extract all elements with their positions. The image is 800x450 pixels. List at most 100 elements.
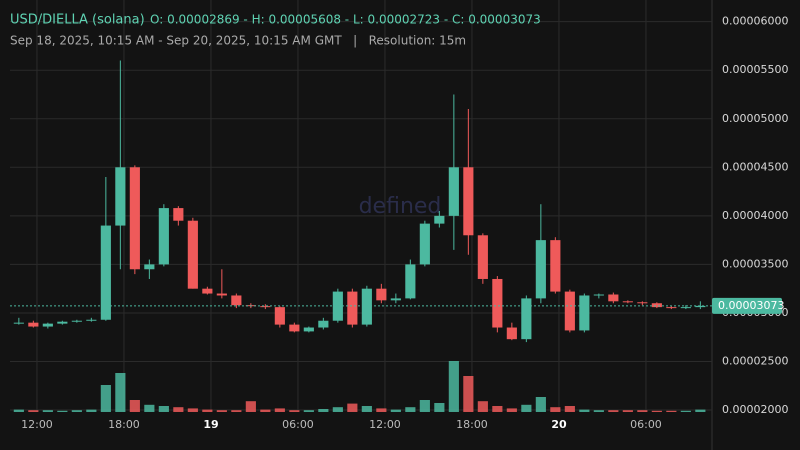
- candle-body: [622, 301, 633, 303]
- last-price-tag: [712, 297, 782, 314]
- volume-bar: [129, 400, 140, 412]
- volume-bar: [42, 410, 53, 412]
- candle-body: [463, 167, 474, 236]
- candle-body: [303, 327, 314, 332]
- volume-bar: [115, 373, 126, 412]
- candle-body: [376, 288, 387, 301]
- volume-bar: [477, 401, 488, 412]
- candle-body: [434, 215, 445, 224]
- volume-bar: [492, 406, 503, 412]
- volume-bar: [419, 400, 430, 412]
- candle-body: [260, 306, 271, 308]
- candle-body: [129, 167, 140, 270]
- volume-bar: [405, 407, 416, 412]
- candle-body: [216, 293, 227, 296]
- x-tick-label: 12:00: [21, 418, 53, 431]
- volume-bar: [593, 410, 604, 412]
- y-tick-label: 0.00002000: [722, 403, 788, 416]
- volume-bar: [202, 409, 213, 412]
- candle-body: [100, 225, 111, 320]
- candle-body: [695, 305, 706, 308]
- candle-body: [550, 240, 561, 292]
- volume-bar: [347, 403, 358, 412]
- candle-body: [86, 319, 97, 321]
- y-tick-label: 0.00004000: [722, 209, 788, 222]
- x-tick-label: 18:00: [456, 418, 488, 431]
- candle-body: [680, 307, 691, 309]
- y-tick-label: 0.00005000: [722, 112, 788, 125]
- watermark: defined: [359, 194, 442, 219]
- candle-body: [448, 167, 459, 216]
- volume-bar: [535, 397, 546, 412]
- volume-bar: [608, 410, 619, 412]
- volume-bar: [434, 403, 445, 412]
- ohlc-readout: O: 0.00002869 - H: 0.00005608 - L: 0.000…: [150, 13, 541, 27]
- volume-bar: [158, 406, 169, 412]
- volume-bar: [231, 410, 242, 412]
- volume-bar: [622, 410, 633, 412]
- candle-body: [579, 295, 590, 331]
- volume-bar: [550, 407, 561, 412]
- candle-body: [361, 288, 372, 325]
- candle-body: [115, 167, 126, 226]
- volume-bar: [361, 406, 372, 412]
- candle-body: [521, 298, 532, 340]
- volume-bar: [448, 361, 459, 412]
- y-tick-label: 0.00006000: [722, 15, 788, 28]
- candle-body: [651, 303, 662, 308]
- volume-bar: [637, 410, 648, 412]
- candle-body: [231, 295, 242, 306]
- volume-bar: [13, 409, 24, 412]
- candle-body: [28, 322, 39, 327]
- x-tick-label: 18:00: [108, 418, 140, 431]
- volume-bar: [303, 410, 314, 412]
- volume-bar: [245, 401, 256, 412]
- volume-bar: [71, 410, 82, 412]
- x-tick-label: 20: [551, 418, 567, 431]
- candle-body: [608, 294, 619, 302]
- volume-bar: [187, 408, 198, 412]
- volume-bar: [390, 409, 401, 412]
- candle-body: [274, 307, 285, 325]
- y-tick-label: 0.00004500: [722, 160, 788, 173]
- candle-body: [173, 208, 184, 221]
- volume-bar: [86, 409, 97, 412]
- x-tick-label: 06:00: [282, 418, 314, 431]
- candle-body: [289, 324, 300, 332]
- x-tick-label: 19: [203, 418, 218, 431]
- candle-body: [347, 291, 358, 325]
- volume-bar: [651, 410, 662, 412]
- candle-body: [535, 240, 546, 299]
- volume-bar: [260, 409, 271, 412]
- candle-body: [637, 302, 648, 304]
- volume-bar: [289, 410, 300, 412]
- chart-title: USD/DIELLA (solana): [10, 13, 145, 28]
- x-tick-label: 12:00: [369, 418, 401, 431]
- volume-bar: [506, 408, 517, 412]
- volume-bar: [680, 410, 691, 412]
- candle-body: [419, 223, 430, 265]
- candle-body: [477, 235, 488, 279]
- volume-bar: [521, 404, 532, 412]
- candle-body: [187, 220, 198, 289]
- volume-bar: [332, 407, 343, 412]
- candle-body: [492, 278, 503, 328]
- candle-body: [13, 322, 24, 324]
- volume-bar: [318, 409, 329, 412]
- candle-body: [318, 320, 329, 328]
- volume-bar: [216, 410, 227, 412]
- candle-body: [506, 327, 517, 340]
- volume-bar: [376, 408, 387, 412]
- volume-bar: [463, 376, 474, 412]
- candle-body: [666, 307, 677, 309]
- candle-body: [593, 294, 604, 296]
- volume-bar: [100, 385, 111, 412]
- candle-body: [57, 321, 68, 324]
- candle-body: [564, 291, 575, 331]
- candle-body: [144, 264, 155, 270]
- y-tick-label: 0.00005500: [722, 63, 788, 76]
- candle-body: [390, 298, 401, 301]
- volume-bar: [173, 407, 184, 412]
